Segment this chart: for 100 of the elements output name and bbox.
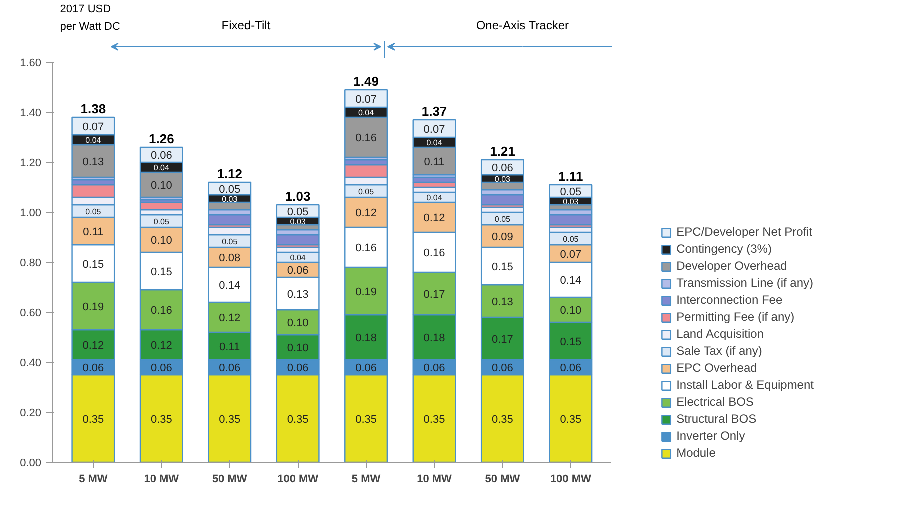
x-tick-label: 5 MW xyxy=(352,474,382,486)
legend-label: EPC Overhead xyxy=(676,361,758,375)
data-label: 0.10 xyxy=(150,235,172,247)
data-label: 0.05 xyxy=(494,214,512,224)
data-label: 0.13 xyxy=(492,296,514,308)
data-label: 0.35 xyxy=(219,414,241,426)
y-axis-title: 2017 USD per Watt DC xyxy=(60,3,120,33)
data-label: 0.35 xyxy=(287,414,309,426)
legend-label: Structural BOS xyxy=(676,412,757,426)
data-label: 0.06 xyxy=(287,362,309,374)
total-label: 1.37 xyxy=(422,104,448,119)
data-label: 0.05 xyxy=(219,184,241,196)
data-label: 0.19 xyxy=(356,286,378,298)
y-tick-label: 1.20 xyxy=(20,158,42,170)
data-label: 0.03 xyxy=(290,217,306,226)
data-label: 0.05 xyxy=(358,187,375,196)
data-label: 0.11 xyxy=(424,156,445,168)
data-label: 0.04 xyxy=(426,194,443,202)
data-label: 0.05 xyxy=(86,207,102,216)
x-tick-label: 10 MW xyxy=(417,474,453,486)
y-tick-label: 0.00 xyxy=(20,458,42,470)
legend-label: Transmission Line (if any) xyxy=(676,276,814,290)
total-label: 1.03 xyxy=(285,189,311,204)
data-label: 0.07 xyxy=(424,124,446,136)
legend-label: Inverter Only xyxy=(676,429,746,443)
data-label: 0.16 xyxy=(356,242,378,254)
data-label: 0.06 xyxy=(82,362,104,374)
legend-label: Sale Tax (if any) xyxy=(676,344,762,358)
data-label: 0.13 xyxy=(287,288,309,301)
bar xyxy=(549,214,593,226)
legend-label: EPC/Developer Net Profit xyxy=(676,225,813,239)
data-label: 0.12 xyxy=(82,340,104,352)
data-label: 0.06 xyxy=(492,162,514,174)
y-tick-label: 0.80 xyxy=(20,258,42,270)
data-label: 0.05 xyxy=(154,217,170,226)
data-label: 0.12 xyxy=(150,340,172,352)
data-label: 0.06 xyxy=(287,265,309,277)
data-label: 0.08 xyxy=(219,252,241,264)
total-label: 1.38 xyxy=(80,102,106,116)
data-label: 0.19 xyxy=(82,301,104,314)
y-tick-label: 1.00 xyxy=(20,208,42,220)
data-label: 0.06 xyxy=(560,362,582,374)
data-label: 0.05 xyxy=(560,186,582,198)
data-label: 0.07 xyxy=(82,121,104,134)
data-label: 0.05 xyxy=(222,237,238,246)
data-label: 0.17 xyxy=(492,334,514,346)
x-tick-label: 10 MW xyxy=(144,474,180,486)
total-label: 1.11 xyxy=(558,169,584,184)
legend-label: Electrical BOS xyxy=(676,395,754,409)
total-label: 1.49 xyxy=(354,74,379,89)
data-label: 0.10 xyxy=(150,180,172,192)
data-label: 0.07 xyxy=(560,248,582,261)
data-label: 0.35 xyxy=(150,414,172,426)
data-label: 0.13 xyxy=(82,156,104,168)
data-label: 0.35 xyxy=(356,414,378,426)
x-tick-label: 100 MW xyxy=(278,474,320,486)
legend-label: Permitting Fee (if any) xyxy=(676,310,795,324)
data-label: 0.06 xyxy=(424,362,446,374)
data-label: 0.35 xyxy=(492,414,514,426)
data-label: 0.16 xyxy=(150,305,172,317)
data-label: 0.06 xyxy=(492,362,514,374)
legend-label: Land Acquisition xyxy=(676,327,764,341)
data-label: 0.03 xyxy=(494,174,512,184)
data-label: 0.35 xyxy=(560,414,582,426)
x-tick-label: 5 MW xyxy=(79,474,108,486)
data-label: 0.06 xyxy=(150,362,172,374)
data-label: 0.18 xyxy=(424,332,446,344)
x-tick-label: 50 MW xyxy=(212,474,248,486)
legend-label: Module xyxy=(676,446,716,460)
data-label: 0.09 xyxy=(492,231,514,244)
data-label: 0.10 xyxy=(287,318,309,330)
data-label: 0.35 xyxy=(424,414,446,426)
legend-label: Developer Overhead xyxy=(676,259,788,273)
data-label: 0.15 xyxy=(82,258,104,271)
data-label: 0.04 xyxy=(358,108,375,118)
legend-label: Interconnection Fee xyxy=(676,293,783,307)
total-label: 1.26 xyxy=(148,132,174,146)
data-label: 0.11 xyxy=(83,226,104,238)
y-tick-label: 0.40 xyxy=(20,358,42,370)
data-label: 0.03 xyxy=(563,197,580,206)
y-tick-label: 0.20 xyxy=(20,408,42,420)
y-tick-label: 0.60 xyxy=(20,308,42,320)
data-label: 0.04 xyxy=(290,254,306,262)
data-label: 0.17 xyxy=(424,288,446,301)
data-label: 0.05 xyxy=(287,206,309,218)
bar xyxy=(276,234,320,246)
data-label: 0.11 xyxy=(220,341,240,354)
data-label: 0.06 xyxy=(219,362,241,374)
total-label: 1.21 xyxy=(490,144,516,159)
data-label: 0.15 xyxy=(560,336,582,348)
x-tick-label: 50 MW xyxy=(485,474,521,486)
y-tick-label: 1.60 xyxy=(20,58,42,70)
data-label: 0.04 xyxy=(426,138,443,148)
legend-label: Contingency (3%) xyxy=(676,242,772,256)
total-label: 1.12 xyxy=(217,166,243,182)
data-label: 0.15 xyxy=(150,266,172,278)
data-label: 0.10 xyxy=(560,305,582,317)
data-label: 0.16 xyxy=(356,132,378,144)
data-label: 0.03 xyxy=(222,194,238,204)
bar xyxy=(480,194,524,206)
